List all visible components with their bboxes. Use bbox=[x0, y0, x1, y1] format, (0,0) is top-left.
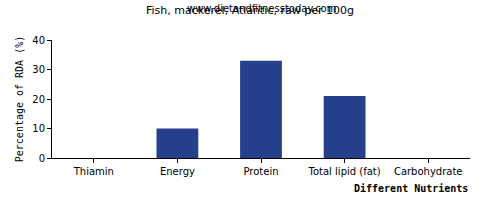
svg-text:Different Nutrients: Different Nutrients bbox=[354, 183, 468, 194]
svg-text:Protein: Protein bbox=[243, 166, 278, 177]
svg-text:Energy: Energy bbox=[160, 166, 195, 177]
svg-text:10: 10 bbox=[32, 123, 45, 134]
svg-text:Percentage of RDA (%): Percentage of RDA (%) bbox=[14, 36, 25, 162]
svg-text:0: 0 bbox=[39, 153, 45, 164]
svg-text:Thiamin: Thiamin bbox=[73, 166, 114, 177]
svg-text:Fish, mackerel, Atlantic, raw: Fish, mackerel, Atlantic, raw per 100g bbox=[146, 4, 354, 17]
svg-text:Carbohydrate: Carbohydrate bbox=[394, 166, 463, 177]
svg-text:Total lipid (fat): Total lipid (fat) bbox=[308, 166, 381, 177]
svg-text:40: 40 bbox=[32, 35, 45, 46]
svg-text:www.dietandfitnesstoday.com: www.dietandfitnesstoday.com bbox=[187, 3, 336, 14]
svg-text:30: 30 bbox=[32, 64, 45, 75]
svg-text:20: 20 bbox=[32, 94, 45, 105]
